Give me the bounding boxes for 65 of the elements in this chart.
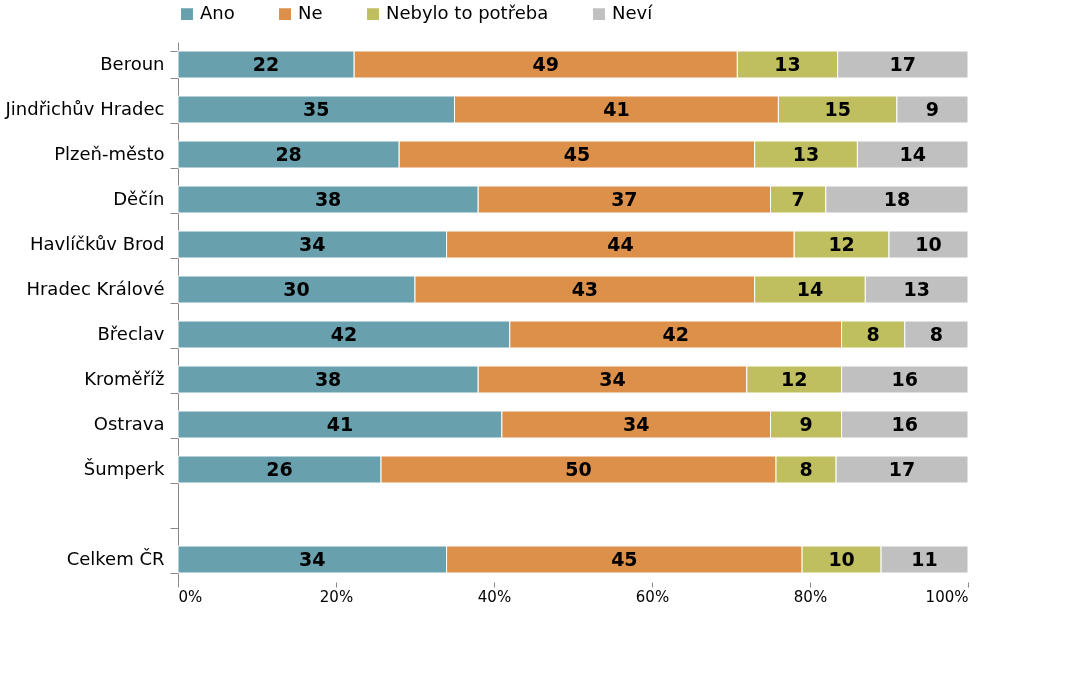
y-tick-label: Havlíčkův Brod [29,233,165,254]
data-label: 41 [326,412,354,435]
y-tick-label: Kroměříž [84,368,165,389]
data-label: 12 [828,232,855,255]
data-label: 34 [599,367,626,390]
data-label: 9 [799,412,813,435]
data-label: 30 [283,277,310,300]
data-label: 42 [330,322,358,345]
y-tick-label: Děčín [113,188,165,209]
y-tick-label: Beroun [100,53,165,74]
y-tick-label: Hradec Králové [26,278,165,299]
data-label: 7 [791,187,805,210]
data-label: 17 [888,457,916,480]
data-label: 22 [252,52,280,75]
x-tick-label: 40% [477,587,512,606]
data-label: 13 [903,277,930,300]
data-label: 9 [925,97,940,120]
data-label: 44 [607,232,634,255]
data-label: 38 [314,187,342,210]
data-label: 42 [662,322,689,345]
x-tick-label: 0% [178,587,203,606]
data-label: 8 [866,322,880,345]
y-tick-label: Jindřichův Hradec [4,98,165,119]
data-label: 13 [792,142,820,165]
legend-label: Ano [200,2,235,24]
data-label: 34 [622,412,650,435]
data-label: 17 [889,52,917,75]
data-label: 45 [563,142,591,165]
legend-label: Ne [298,2,323,24]
data-label: 26 [266,457,293,480]
x-tick-label: 60% [635,587,670,606]
data-label: 13 [774,52,801,75]
data-label: 28 [275,142,302,165]
data-label: 12 [780,367,808,390]
data-label: 16 [891,367,919,390]
data-label: 16 [891,412,919,435]
data-label: 11 [911,547,938,570]
data-label: 8 [799,457,813,480]
data-label: 14 [899,142,926,165]
data-label: 35 [303,97,330,120]
data-label: 45 [611,547,638,570]
y-tick-label: Břeclav [97,323,165,344]
x-tick-label: 80% [793,587,828,606]
data-label: 14 [796,277,824,300]
data-label: 34 [299,547,326,570]
y-tick-label: Šumperk [83,458,166,479]
data-label: 10 [915,232,942,255]
data-label: 10 [828,547,855,570]
data-label: 43 [571,277,599,300]
y-tick-label: Plzeň-město [54,143,165,164]
data-label: 18 [883,187,911,210]
data-label: 38 [314,367,342,390]
data-label: 50 [565,457,592,480]
data-label: 8 [929,322,944,345]
legend-label: Nebylo to potřeba [386,2,549,24]
x-tick-label: 100% [925,587,969,606]
x-tick-label: 20% [319,587,354,606]
y-tick-label: Celkem ČR [66,548,165,569]
data-label: 49 [532,52,559,75]
data-label: 34 [299,232,326,255]
y-tick-label: Ostrava [93,413,165,434]
data-label: 15 [824,97,851,120]
data-label: 41 [603,97,630,120]
legend-label: Neví [612,2,654,24]
data-label: 37 [611,187,638,210]
